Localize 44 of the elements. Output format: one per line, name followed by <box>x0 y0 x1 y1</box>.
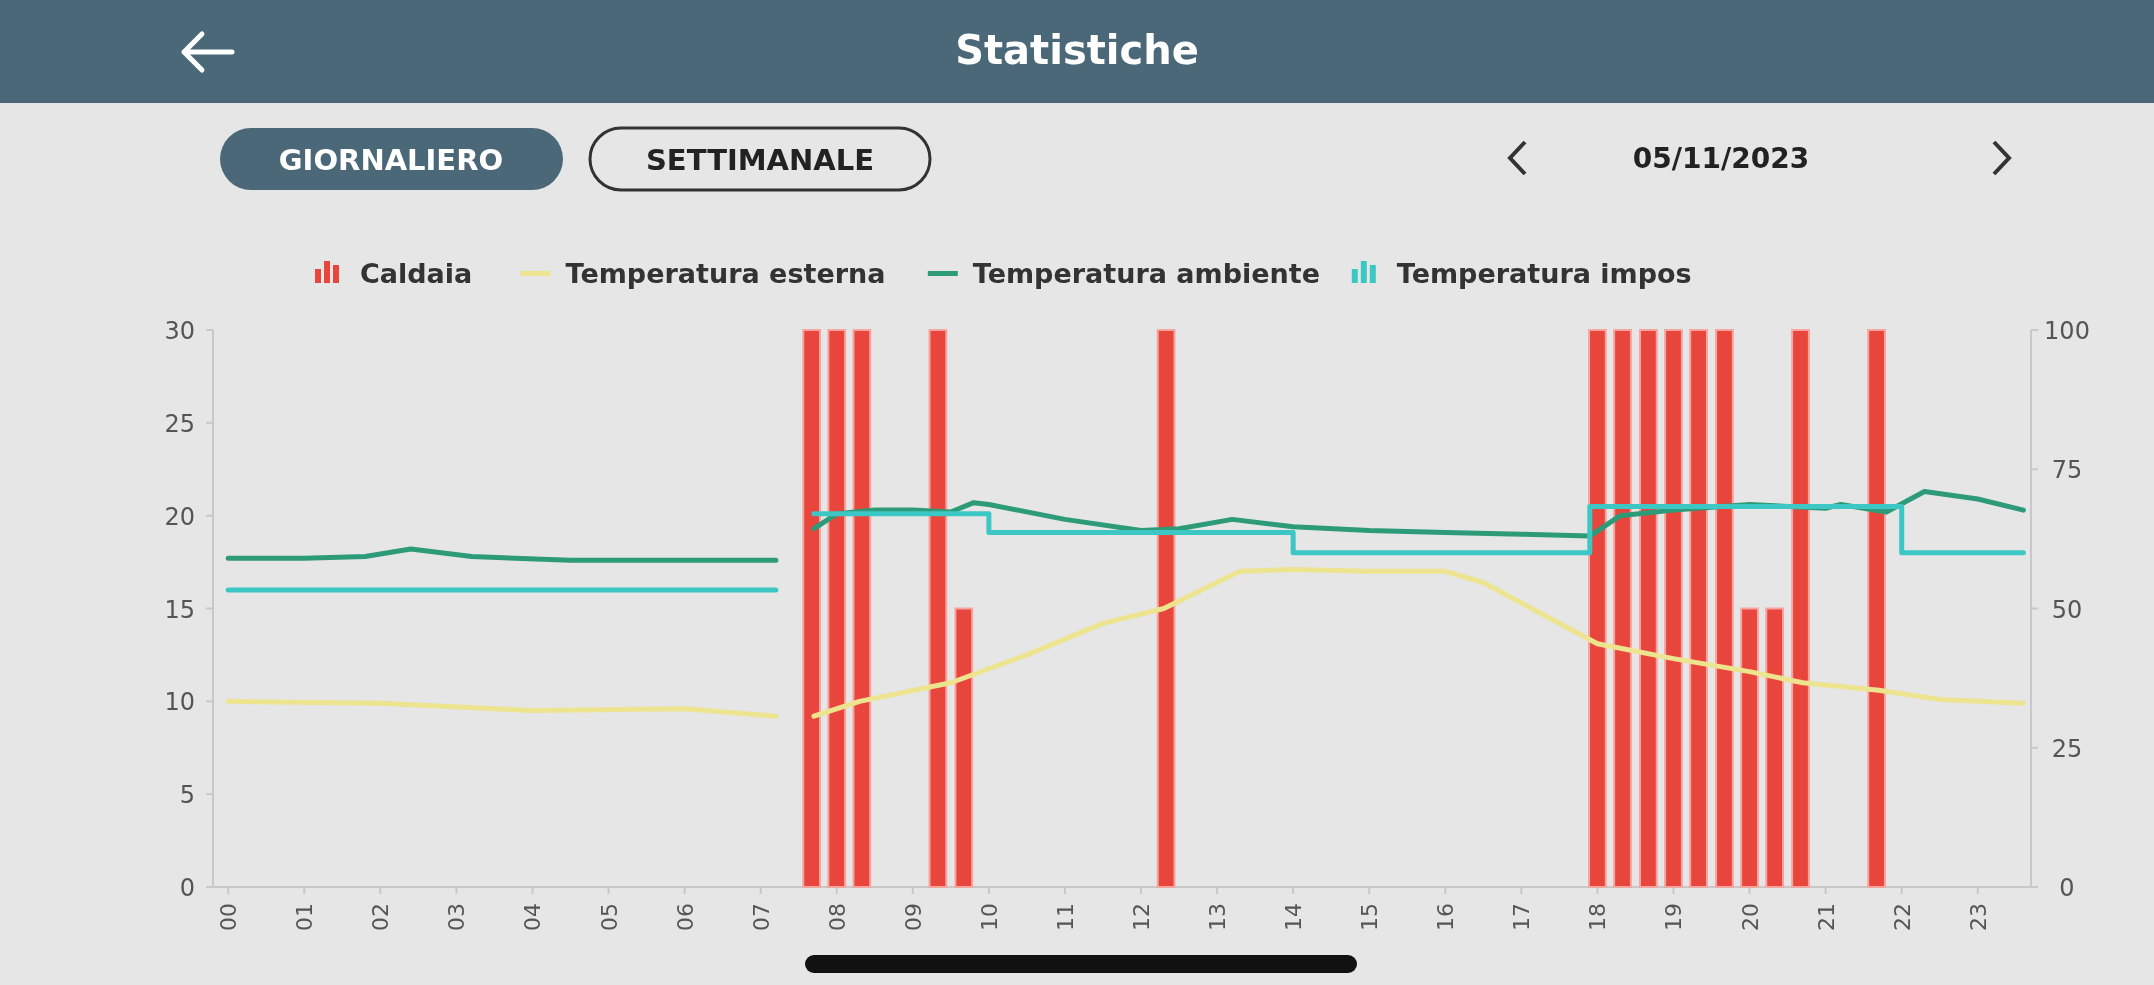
text: SETTIMANALE <box>645 143 875 177</box>
x-tick-label: 07 <box>748 903 774 931</box>
x-tick-label: 21 <box>1813 903 1839 931</box>
x-tick-label: 15 <box>1357 903 1383 931</box>
x-tick-label: 06 <box>672 903 698 931</box>
x-tick-label: 23 <box>1965 903 1991 931</box>
legend-label: Temperatura esterna <box>565 258 886 289</box>
x-tick-label: 09 <box>900 903 926 931</box>
y2-tick-label: 75 <box>2051 456 2083 485</box>
x-tick-label: 17 <box>1509 903 1535 931</box>
x-tick-label: 10 <box>976 903 1002 931</box>
chart-title: Statistiche <box>955 27 1199 73</box>
y-tick-label: 0 <box>179 874 195 902</box>
y2-tick-label: 25 <box>2051 734 2083 763</box>
x-tick-label: 20 <box>1737 903 1763 931</box>
y-tick-label: 5 <box>179 781 195 810</box>
y-tick-label: 20 <box>164 502 195 531</box>
legend-label: Caldaia <box>360 258 473 289</box>
x-tick-label: 00 <box>216 903 242 931</box>
x-tick-label: 16 <box>1433 903 1459 931</box>
y2-tick-label: 100 <box>2044 317 2090 345</box>
x-tick-label: 02 <box>368 903 394 931</box>
x-tick-label: 18 <box>1585 903 1611 931</box>
chart-subtitle: 05/11/2023 <box>1632 142 1810 175</box>
legend-label: Temperatura ambiente <box>972 258 1320 289</box>
x-tick-label: 01 <box>292 903 318 931</box>
y2-tick-label: 50 <box>2051 595 2083 624</box>
x-tick-label: 03 <box>444 903 470 931</box>
x-tick-label: 04 <box>520 903 546 931</box>
text: GIORNALIERO <box>278 143 504 177</box>
y-tick-label: 30 <box>164 317 195 345</box>
x-tick-label: 14 <box>1281 903 1307 931</box>
x-tick-label: 05 <box>596 903 622 931</box>
y2-tick-label: 0 <box>2059 874 2075 902</box>
x-tick-label: 19 <box>1661 903 1687 931</box>
x-tick-label: 13 <box>1205 903 1231 931</box>
y-tick-label: 15 <box>164 595 195 624</box>
x-tick-label: 22 <box>1889 903 1915 931</box>
y-tick-label: 10 <box>164 688 195 717</box>
x-tick-label: 08 <box>824 903 850 931</box>
y-tick-label: 25 <box>164 409 195 438</box>
legend-label: Temperatura impos <box>1396 258 1692 289</box>
x-tick-label: 11 <box>1052 903 1078 931</box>
x-tick-label: 12 <box>1129 903 1155 931</box>
